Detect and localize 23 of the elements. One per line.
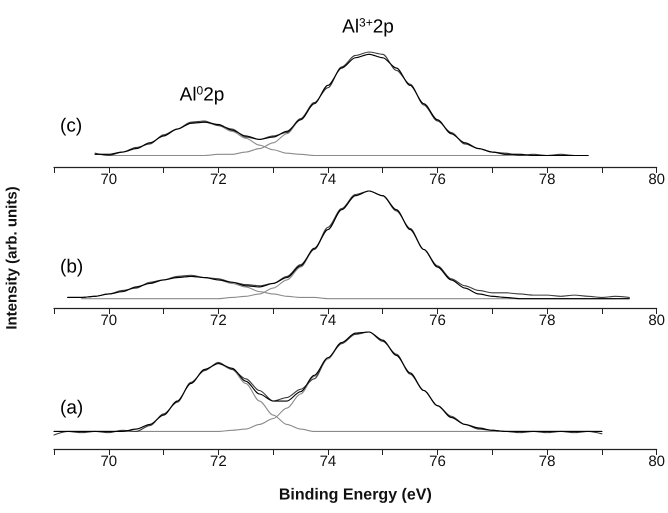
x-axis-title: Binding Energy (eV): [278, 486, 432, 504]
x-tick-label: 72: [210, 312, 227, 329]
x-tick-label: 76: [429, 312, 446, 329]
x-tick-label: 70: [100, 453, 118, 470]
x-tick-label: 74: [320, 453, 336, 470]
x-tick-label: 72: [210, 171, 227, 188]
x-tick-label: 78: [538, 312, 556, 329]
y-axis-title: Intensity (arb. units): [4, 186, 20, 330]
x-tick-label: 80: [648, 312, 665, 329]
x-tick-label: 70: [100, 312, 118, 329]
x-tick-label: 74: [320, 312, 336, 329]
annotation: (a): [60, 398, 84, 418]
x-tick-label: 76: [429, 171, 446, 188]
annotation: (b): [60, 256, 84, 278]
x-tick-label: 78: [538, 171, 556, 188]
annotation: (c): [60, 116, 82, 136]
x-tick-label: 74: [320, 171, 336, 188]
x-tick-label: 80: [648, 453, 665, 470]
x-tick-label: 78: [538, 453, 556, 470]
x-tick-label: 70: [100, 171, 118, 188]
x-tick-label: 72: [210, 453, 227, 470]
x-tick-label: 76: [429, 453, 446, 470]
x-tick-label: 80: [648, 171, 665, 188]
